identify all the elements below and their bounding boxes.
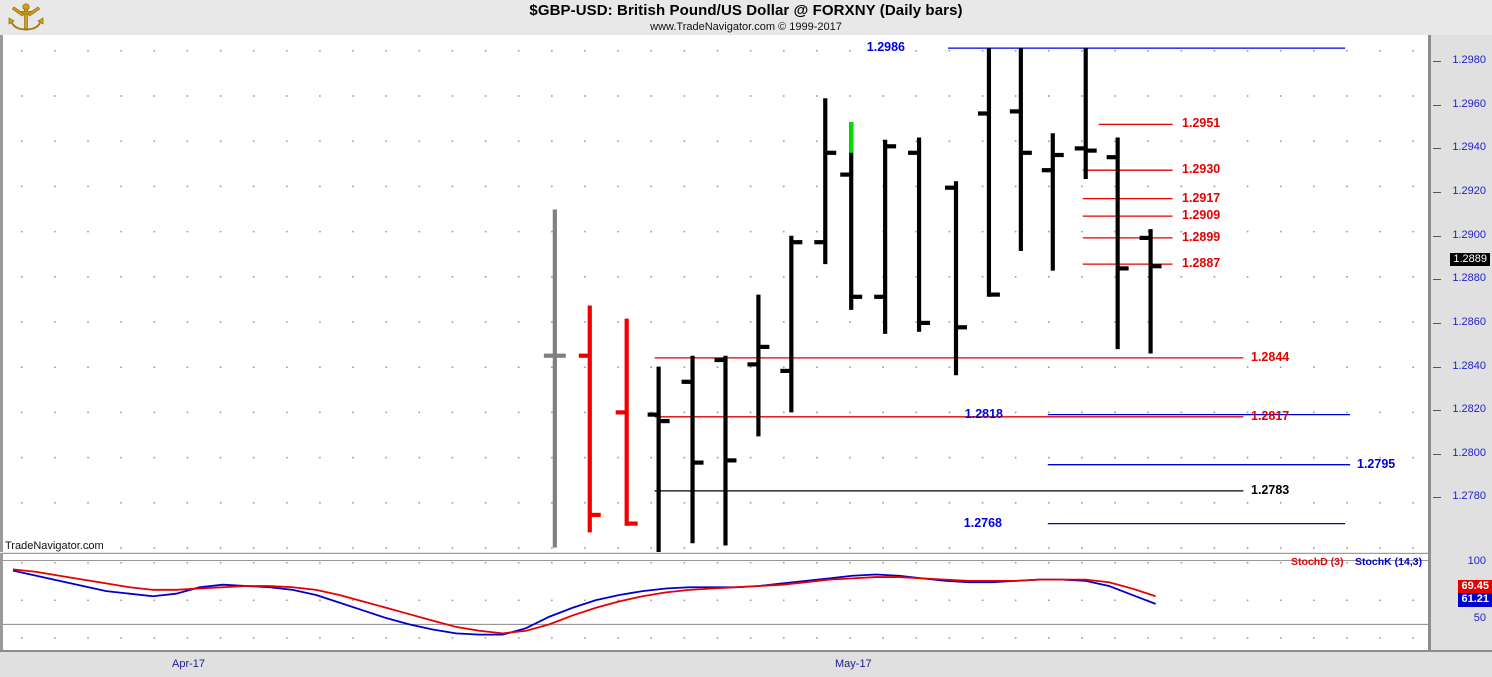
ohlc-bar bbox=[615, 318, 638, 526]
date-axis[interactable]: Apr-17 May-17 bbox=[0, 650, 1492, 677]
ohlc-bar bbox=[1009, 48, 1032, 251]
price-grid bbox=[20, 50, 1415, 549]
stochastic-grid bbox=[3, 559, 1428, 639]
ohlc-bar bbox=[647, 366, 670, 552]
ohlc-bar bbox=[714, 355, 737, 546]
ohlc-bars bbox=[543, 48, 1162, 552]
price-axis-tick: 1.2900 bbox=[1452, 228, 1486, 241]
ohlc-bar bbox=[681, 355, 704, 544]
ohlc-bar bbox=[1041, 133, 1064, 271]
price-level-label: 1.2817 bbox=[1251, 408, 1290, 423]
price-axis-tickmark bbox=[1433, 192, 1441, 194]
ohlc-bar bbox=[1139, 229, 1162, 354]
ohlc-bar bbox=[780, 235, 803, 413]
ohlc-bar bbox=[1106, 137, 1129, 350]
page-subtitle: www.TradeNavigator.com © 1999-2017 bbox=[650, 21, 842, 33]
price-axis-tick: 1.2940 bbox=[1452, 141, 1486, 154]
price-axis-tick: 1.2800 bbox=[1452, 446, 1486, 459]
stochastic-pane[interactable] bbox=[0, 553, 1428, 650]
price-axis-tickmark bbox=[1433, 279, 1441, 281]
price-axis-tick: 1.2980 bbox=[1452, 54, 1486, 67]
page-title: $GBP-USD: British Pound/US Dollar @ FORX… bbox=[529, 2, 963, 19]
price-level-label: 1.2887 bbox=[1182, 256, 1221, 271]
stochastic-plot bbox=[3, 559, 1428, 639]
stochk-legend: StochK (14,3) bbox=[1355, 556, 1423, 568]
stoch-axis-100: 100 bbox=[1467, 555, 1486, 567]
price-axis-tickmark bbox=[1433, 410, 1441, 412]
price-level-label: 1.2909 bbox=[1182, 208, 1221, 223]
price-axis-tickmark bbox=[1433, 148, 1441, 150]
price-level-label: 1.2818 bbox=[964, 406, 1003, 421]
ohlc-bar bbox=[814, 98, 837, 265]
price-axis-tick: 1.2780 bbox=[1452, 490, 1486, 503]
price-level-label: 1.2930 bbox=[1182, 162, 1221, 177]
watermark-text: TradeNavigator.com bbox=[5, 540, 104, 552]
stochd-legend: StochD (3) bbox=[1291, 556, 1344, 568]
anchor-logo-icon bbox=[4, 1, 48, 35]
price-axis-tickmark bbox=[1433, 453, 1441, 455]
price-axis-tickmark bbox=[1433, 322, 1441, 324]
price-axis-tickmark bbox=[1433, 61, 1441, 63]
ohlc-bar bbox=[977, 48, 1000, 297]
price-axis-tickmark bbox=[1433, 497, 1441, 499]
price-level-label: 1.2768 bbox=[963, 515, 1002, 530]
price-level-label: 1.2844 bbox=[1251, 349, 1290, 364]
price-axis-tickmark bbox=[1433, 104, 1441, 106]
price-level-label: 1.2986 bbox=[866, 40, 905, 55]
price-level-label: 1.2795 bbox=[1357, 456, 1396, 471]
price-axis-tick: 1.2820 bbox=[1452, 403, 1486, 416]
ohlc-bar bbox=[1074, 48, 1097, 179]
last-price-badge: 1.2889 bbox=[1450, 252, 1490, 266]
ohlc-bar bbox=[908, 137, 931, 332]
price-axis-tick: 1.2860 bbox=[1452, 315, 1486, 328]
ohlc-bar bbox=[840, 122, 863, 310]
price-axis-tickmark bbox=[1433, 366, 1441, 368]
stochastic-line bbox=[12, 569, 1156, 636]
stoch-axis-50: 50 bbox=[1473, 612, 1486, 624]
date-label-apr: Apr-17 bbox=[172, 658, 206, 670]
price-level-label: 1.2951 bbox=[1182, 116, 1221, 131]
ohlc-bar bbox=[543, 209, 566, 548]
stochastic-line bbox=[12, 568, 1156, 635]
price-level-label: 1.2899 bbox=[1182, 229, 1221, 244]
chart-header: $GBP-USD: British Pound/US Dollar @ FORX… bbox=[0, 0, 1492, 34]
price-plot bbox=[20, 47, 1415, 552]
price-axis-tick: 1.2840 bbox=[1452, 359, 1486, 372]
ohlc-bar bbox=[747, 294, 770, 437]
price-axis-tickmark bbox=[1433, 235, 1441, 237]
price-axis-tick: 1.2960 bbox=[1452, 97, 1486, 110]
date-label-may: May-17 bbox=[835, 658, 872, 670]
price-chart-pane[interactable] bbox=[0, 35, 1428, 552]
price-axis[interactable]: 1.2980 1.2960 1.2940 1.2920 1.2900 1.2880 1.28… bbox=[1428, 35, 1492, 650]
price-level-lines bbox=[654, 47, 1351, 525]
price-axis-tick: 1.2920 bbox=[1452, 185, 1486, 198]
price-level-label: 1.2783 bbox=[1251, 482, 1290, 497]
ohlc-bar bbox=[945, 181, 967, 376]
stochd-value-badge: 69.45 bbox=[1458, 580, 1492, 594]
stochk-value-badge: 61.21 bbox=[1458, 593, 1492, 607]
ohlc-bar bbox=[578, 305, 601, 533]
price-level-label: 1.2917 bbox=[1182, 190, 1221, 205]
ohlc-bar bbox=[874, 139, 897, 334]
price-axis-tick: 1.2880 bbox=[1452, 272, 1486, 285]
